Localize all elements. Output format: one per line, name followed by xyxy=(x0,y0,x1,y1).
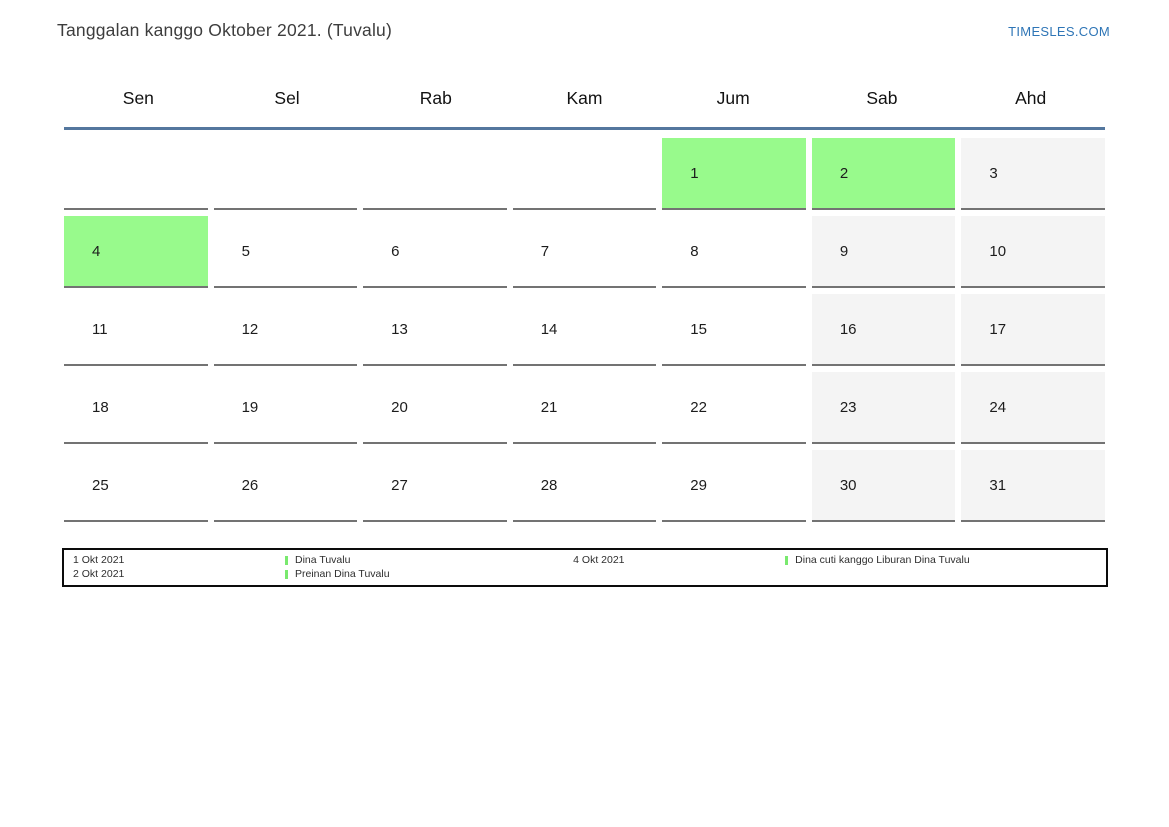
day-number: 8 xyxy=(690,242,699,260)
day-number: 17 xyxy=(989,320,1007,338)
day-cell-4: 4 xyxy=(64,216,208,288)
day-cell-3: 3 xyxy=(961,138,1105,210)
day-number: 28 xyxy=(540,476,558,494)
empty-cell xyxy=(512,138,657,210)
day-name-kam: Kam xyxy=(566,88,603,108)
legend-box: 1 Okt 2021 2 Okt 2021 Dina Tuvalu Preinan D… xyxy=(62,548,1108,587)
legend-date: 1 Okt 2021 xyxy=(73,554,125,566)
day-cell-29: 29 xyxy=(662,450,806,522)
day-name-ahd: Ahd xyxy=(1015,88,1047,108)
day-number: 30 xyxy=(839,476,857,494)
empty-cell xyxy=(64,138,208,210)
legend-label: Dina Tuvalu xyxy=(285,554,564,568)
day-number: 19 xyxy=(241,398,259,416)
day-cell-7: 7 xyxy=(512,216,657,288)
day-cell-2: 2 xyxy=(811,138,956,210)
day-number: 6 xyxy=(391,242,400,260)
day-number: 3 xyxy=(989,164,998,182)
day-name-jum: Jum xyxy=(716,88,750,108)
legend-label-text: Preinan Dina Tuvalu xyxy=(295,567,390,580)
day-number: 14 xyxy=(540,320,558,338)
topbar: Tanggalan kanggo Oktober 2021. (Tuvalu) … xyxy=(57,20,1110,41)
calendar-grid: 1 2 3 4 5 6 7 8 9 10 11 12 13 14 15 16 17 18 19 20 21 22 23 24 2… xyxy=(64,138,1105,522)
day-cell-24: 24 xyxy=(961,372,1105,444)
calendar: Sen Sel Rab Kam Jum Sab Ahd 1 2 3 4 5 6 7 8 9 10 11 12 13 1… xyxy=(64,88,1105,522)
day-number: 31 xyxy=(989,476,1007,494)
empty-cell xyxy=(363,138,507,210)
day-cell-5: 5 xyxy=(213,216,358,288)
legend-date: 4 Okt 2021 xyxy=(573,554,625,566)
day-name-sab: Sab xyxy=(866,88,898,108)
day-number: 27 xyxy=(391,476,408,494)
day-number: 9 xyxy=(839,242,849,260)
day-number: 16 xyxy=(839,320,857,338)
day-number: 25 xyxy=(92,476,109,494)
day-name-sel: Sel xyxy=(274,88,300,108)
day-cell-11: 11 xyxy=(64,294,208,366)
holiday-marker-icon xyxy=(285,556,288,566)
holiday-marker-icon xyxy=(785,556,789,566)
day-cell-16: 16 xyxy=(811,294,956,366)
legend-group: 4 Okt 2021 Dina cuti kanggo Liburan Dina … xyxy=(564,554,1106,585)
day-cell-13: 13 xyxy=(363,294,507,366)
day-cell-6: 6 xyxy=(363,216,507,288)
day-number: 18 xyxy=(92,398,109,416)
day-cell-9: 9 xyxy=(811,216,956,288)
day-number: 15 xyxy=(690,320,707,338)
day-number: 2 xyxy=(839,164,849,182)
day-cell-17: 17 xyxy=(961,294,1105,366)
day-number: 11 xyxy=(92,320,108,338)
day-cell-19: 19 xyxy=(213,372,358,444)
day-cell-20: 20 xyxy=(363,372,507,444)
legend-date: 2 Okt 2021 xyxy=(73,567,125,580)
day-number: 13 xyxy=(391,320,408,338)
day-number: 26 xyxy=(241,476,259,494)
legend-label-text: Dina Tuvalu xyxy=(295,554,351,566)
legend-dates-column: 4 Okt 2021 xyxy=(564,554,785,585)
day-name-rab: Rab xyxy=(419,88,452,108)
day-number: 4 xyxy=(92,242,101,260)
day-number: 22 xyxy=(690,398,707,416)
day-cell-8: 8 xyxy=(662,216,806,288)
day-cell-25: 25 xyxy=(64,450,208,522)
legend-labels-column: Dina Tuvalu Preinan Dina Tuvalu xyxy=(285,554,564,585)
day-cell-10: 10 xyxy=(961,216,1105,288)
empty-cell xyxy=(213,138,358,210)
legend-labels-column: Dina cuti kanggo Liburan Dina Tuvalu xyxy=(785,554,1106,585)
day-cell-14: 14 xyxy=(512,294,657,366)
day-cell-1: 1 xyxy=(662,138,806,210)
day-names-row: Sen Sel Rab Kam Jum Sab Ahd xyxy=(64,88,1105,130)
day-cell-23: 23 xyxy=(811,372,956,444)
day-cell-18: 18 xyxy=(64,372,208,444)
day-number: 29 xyxy=(690,476,707,494)
day-cell-12: 12 xyxy=(213,294,358,366)
day-number: 21 xyxy=(540,398,558,416)
day-number: 10 xyxy=(989,242,1007,260)
holiday-marker-icon xyxy=(285,569,288,579)
day-number: 5 xyxy=(241,242,250,260)
day-cell-22: 22 xyxy=(662,372,806,444)
page-title: Tanggalan kanggo Oktober 2021. (Tuvalu) xyxy=(57,20,393,40)
day-number: 12 xyxy=(241,320,259,338)
legend-group: 1 Okt 2021 2 Okt 2021 Dina Tuvalu Preinan D… xyxy=(64,554,564,585)
legend-label-text: Dina cuti kanggo Liburan Dina Tuvalu xyxy=(795,554,970,566)
day-cell-15: 15 xyxy=(662,294,806,366)
legend-label: Dina cuti kanggo Liburan Dina Tuvalu xyxy=(785,554,1106,568)
day-cell-28: 28 xyxy=(512,450,657,522)
legend-dates-column: 1 Okt 2021 2 Okt 2021 xyxy=(64,554,285,585)
day-number: 23 xyxy=(839,398,857,416)
day-number: 24 xyxy=(989,398,1007,416)
day-cell-31: 31 xyxy=(961,450,1105,522)
day-cell-27: 27 xyxy=(363,450,507,522)
day-cell-21: 21 xyxy=(512,372,657,444)
site-link[interactable]: TIMESLES.COM xyxy=(1008,24,1110,39)
day-name-sen: Sen xyxy=(122,88,154,108)
legend-label: Preinan Dina Tuvalu xyxy=(285,568,564,582)
day-cell-26: 26 xyxy=(213,450,358,522)
day-cell-30: 30 xyxy=(811,450,956,522)
day-number: 1 xyxy=(690,164,699,182)
day-number: 7 xyxy=(540,242,550,260)
day-number: 20 xyxy=(391,398,408,416)
